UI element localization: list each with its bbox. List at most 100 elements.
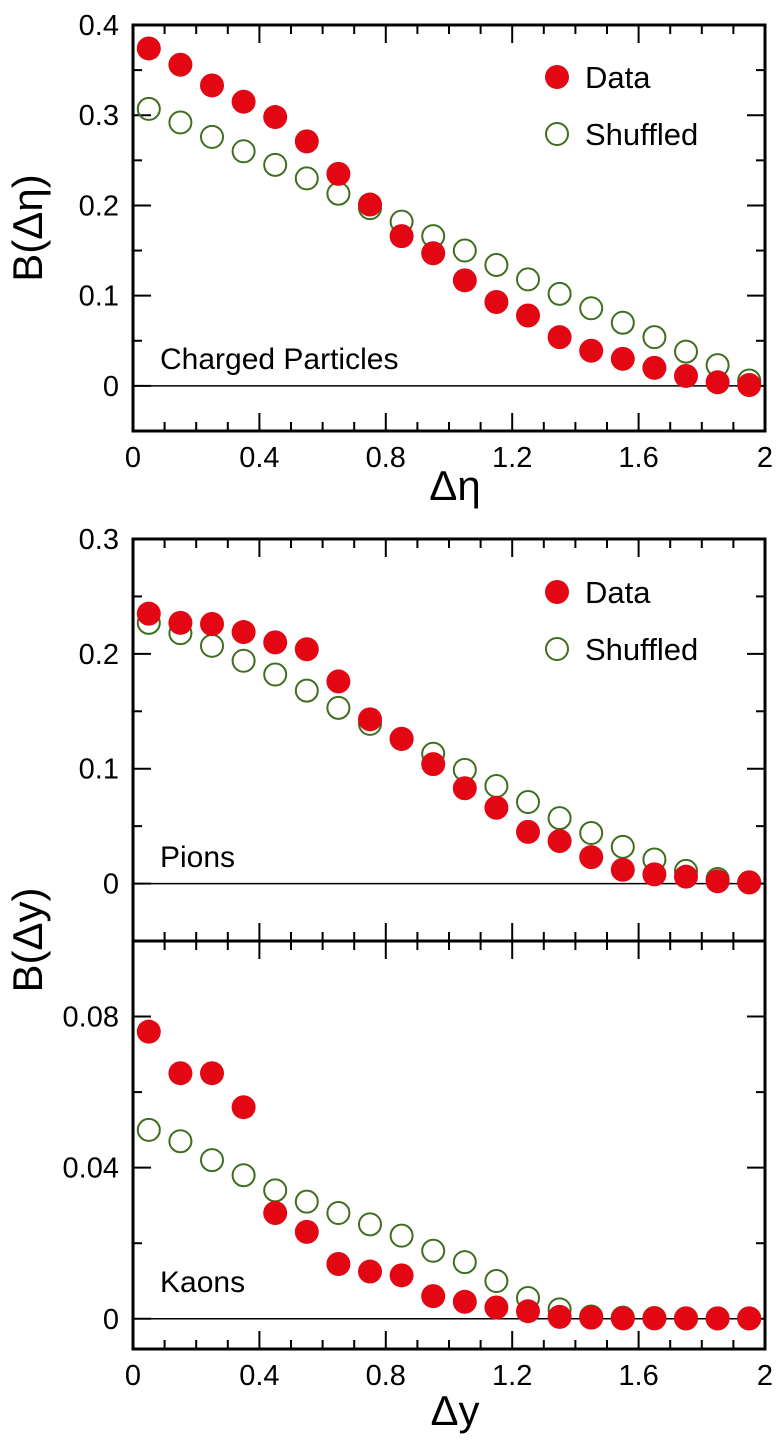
data-point [484,289,509,314]
data-point [231,89,256,114]
data-point [326,1252,351,1276]
y-tick-label: 0.3 [79,524,119,556]
data-point [610,857,635,882]
y-tick-label: 0.2 [79,190,119,222]
legend-shuffled-marker [545,122,569,146]
data-point [326,669,351,694]
data-point [200,73,224,98]
data-point [705,869,730,894]
y-axis-label: B(Δy) [4,887,51,992]
shuffled-point [168,110,193,135]
shuffled-point [452,1250,477,1275]
shuffled-point [547,281,572,306]
data-point [547,1304,572,1329]
shuffled-point [642,325,667,350]
y-tick-label: 0.1 [79,281,119,313]
panel-label: Charged Particles [160,343,398,376]
shuffled-point [610,310,635,335]
legend-data-label: Data [585,60,651,95]
data-point [547,829,572,854]
tick-labels: 0 0.4 0.8 1.2 1.6 2 0 0.04 0.08 [63,1002,774,1392]
data-point [610,346,635,371]
data-point [326,161,351,186]
data-point [421,752,446,777]
x-axis-label: Δy [430,1387,479,1434]
shuffled-point [484,252,509,277]
legend-shuffled-marker [545,637,569,661]
panel-kaons: 0 0.4 0.8 1.2 1.6 2 0 0.04 0.08 Kaons Δy [63,939,774,1434]
data-point [294,637,319,662]
legend-data-label: Data [585,575,651,610]
data-point [642,862,667,887]
legend: Data Shuffled [545,60,698,152]
data-point [358,1259,382,1284]
data-point [389,1263,414,1288]
data-point [737,870,762,895]
x-tick-label: 0.4 [239,442,279,474]
data-point [674,363,698,388]
shuffled-point [516,267,540,292]
data-point [737,372,762,397]
shuffled-point [168,1129,193,1154]
data-point [200,1061,224,1086]
x-tick-label: 0.8 [366,442,406,474]
y-axis-label: B(Δη) [4,174,51,281]
data-point [231,1095,256,1120]
x-tick-label: 2 [757,442,773,474]
data-point [421,241,446,266]
data-point [168,52,193,77]
data-point [263,105,288,130]
panel-pions: 0 0.1 0.2 0.3 Pions B(Δy) Data Shuffled [4,524,767,993]
data-point [389,224,414,249]
data-point [642,1306,667,1331]
y-tick-label: 0 [103,371,119,403]
axis-ticks [132,940,766,1349]
shuffled-point [326,181,351,206]
shuffled-point [263,152,288,177]
shuffled-point [136,96,161,121]
shuffled-point [389,1223,414,1248]
shuffled-point [200,124,224,149]
shuffled-point [294,1189,319,1214]
data-point [484,795,509,820]
x-tick-label: 0 [125,442,141,474]
axis-ticks [132,24,766,431]
shuffled-point [200,633,224,658]
data-point [579,845,604,870]
shuffled-point [358,1212,382,1237]
data-marks [136,601,762,895]
x-tick-label: 1.2 [492,442,532,474]
tick-labels: 0 0.1 0.2 0.3 [79,524,119,901]
shuffled-point [547,806,572,831]
data-point [389,726,414,751]
data-marks [136,1019,762,1331]
data-point [294,129,319,154]
data-point [516,1299,540,1324]
shuffled-point [484,1269,509,1293]
axis-ticks [132,538,766,941]
x-tick-label: 0.8 [366,1360,406,1392]
shuffled-point [452,238,477,263]
data-point [516,303,540,328]
data-point [452,776,477,801]
data-point [263,1201,288,1225]
data-point [168,1061,193,1086]
data-point [484,1295,509,1320]
y-tick-label: 0.2 [79,639,119,671]
data-point [547,325,572,350]
data-point [200,611,224,636]
x-tick-label: 1.6 [618,442,658,474]
data-point [452,268,477,293]
shuffled-point [136,1117,161,1142]
shuffled-point [326,695,351,720]
y-tick-label: 0 [103,1304,119,1336]
data-point [358,192,382,217]
panel-label: Pions [160,841,235,874]
shuffled-point [610,834,635,859]
legend-shuffled-label: Shuffled [585,117,698,152]
data-point [705,370,730,395]
legend-data-marker [545,65,569,89]
x-axis-label: Δη [429,462,480,509]
data-point [674,864,698,889]
